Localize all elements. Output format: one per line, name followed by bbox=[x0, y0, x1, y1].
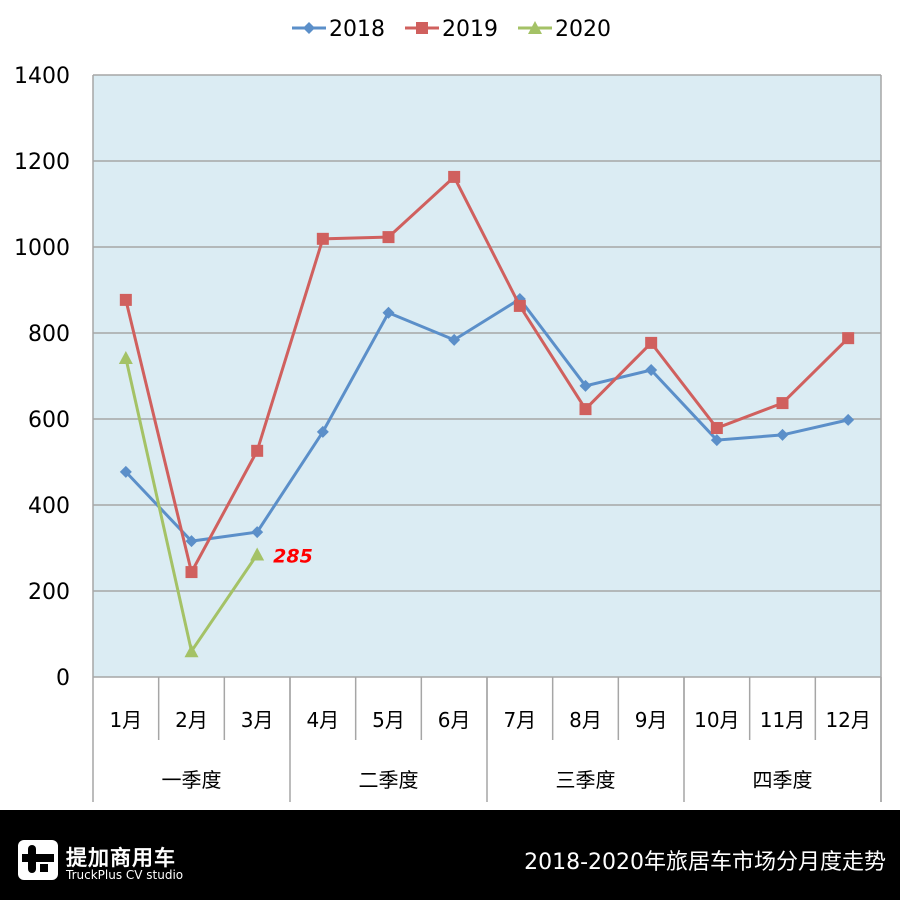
x-tick-label: 4月 bbox=[306, 708, 339, 732]
legend-marker-2019 bbox=[416, 22, 428, 34]
x-tick-label: 9月 bbox=[635, 708, 668, 732]
y-tick-label: 200 bbox=[28, 580, 70, 605]
legend-label: 2018 bbox=[329, 17, 385, 42]
x-tick-label: 3月 bbox=[241, 708, 274, 732]
data-label: 285 bbox=[273, 545, 313, 567]
data-point-2019 bbox=[776, 397, 789, 410]
x-tick-label: 12月 bbox=[825, 708, 870, 732]
data-point-2018 bbox=[448, 333, 461, 346]
data-point-2018 bbox=[251, 526, 264, 539]
data-point-2020 bbox=[250, 547, 265, 561]
legend-marker-2020 bbox=[528, 21, 542, 34]
x-tick-label: 6月 bbox=[438, 708, 471, 732]
x-tick-label: 2月 bbox=[175, 708, 208, 732]
x-tick-label: 5月 bbox=[372, 708, 405, 732]
legend-label: 2019 bbox=[442, 17, 498, 42]
data-point-2019 bbox=[185, 566, 198, 579]
series-line-2018 bbox=[124, 297, 849, 543]
data-point-2018 bbox=[382, 306, 395, 319]
footer: 提加商用车 TruckPlus CV studio 2018-2020年旅居车市… bbox=[0, 810, 900, 900]
truckplus-logo bbox=[18, 840, 58, 880]
brand-name-en: TruckPlus CV studio bbox=[66, 868, 184, 882]
y-tick-label: 400 bbox=[28, 494, 70, 519]
x-tick-label: 8月 bbox=[569, 708, 602, 732]
data-point-2019 bbox=[842, 332, 855, 345]
brand-name-cn: 提加商用车 bbox=[66, 846, 176, 870]
x-tick-label: 11月 bbox=[760, 708, 805, 732]
legend-label: 2020 bbox=[555, 17, 611, 42]
line-chart: 0 200 400 600 800 1000 1200 1400 1月 2月 3月 4月 5月 6月 7月 8… bbox=[14, 17, 882, 802]
series-line-2019 bbox=[124, 174, 850, 577]
legend-marker-2018 bbox=[303, 22, 315, 34]
y-tick-label: 1000 bbox=[14, 236, 70, 261]
footer-title: 2018-2020年旅居车市场分月度走势 bbox=[524, 850, 886, 875]
y-tick-label: 600 bbox=[28, 408, 70, 433]
y-tick-label: 0 bbox=[56, 666, 70, 691]
data-point-2018 bbox=[842, 413, 855, 426]
data-point-2019 bbox=[382, 231, 395, 244]
data-point-2019 bbox=[119, 293, 132, 306]
data-point-2020 bbox=[184, 644, 199, 658]
x-tick-label: 1月 bbox=[109, 708, 142, 732]
data-point-2020 bbox=[118, 350, 133, 364]
data-point-2018 bbox=[579, 379, 592, 392]
y-tick-label: 1200 bbox=[14, 150, 70, 175]
x-group-label: 四季度 bbox=[753, 768, 813, 792]
data-point-2019 bbox=[710, 422, 723, 435]
data-point-2018 bbox=[185, 535, 198, 548]
data-point-2019 bbox=[251, 444, 264, 457]
data-point-2019 bbox=[579, 403, 592, 416]
data-point-2019 bbox=[316, 232, 329, 245]
x-group-label: 三季度 bbox=[556, 768, 616, 792]
data-point-2018 bbox=[119, 465, 132, 478]
x-tick-label: 7月 bbox=[503, 708, 536, 732]
x-group-label: 一季度 bbox=[162, 768, 222, 792]
y-tick-label: 1400 bbox=[14, 64, 70, 89]
data-point-2019 bbox=[513, 299, 526, 312]
data-point-2018 bbox=[316, 425, 329, 438]
data-point-2018 bbox=[710, 434, 723, 447]
data-point-2019 bbox=[645, 336, 658, 349]
plot-area bbox=[93, 75, 881, 677]
x-tick-label: 10月 bbox=[694, 708, 739, 732]
data-point-2019 bbox=[448, 170, 461, 183]
y-tick-label: 800 bbox=[28, 322, 70, 347]
data-point-2018 bbox=[776, 428, 789, 441]
x-group-label: 二季度 bbox=[359, 768, 419, 792]
data-point-2018 bbox=[645, 363, 658, 376]
